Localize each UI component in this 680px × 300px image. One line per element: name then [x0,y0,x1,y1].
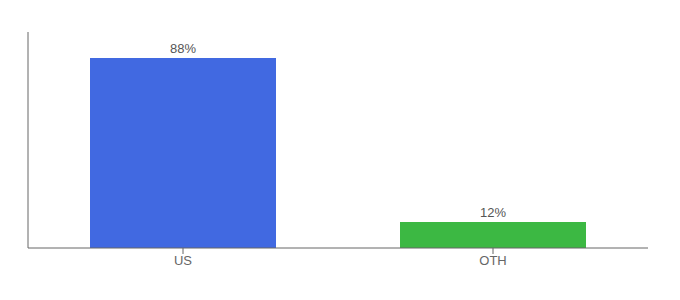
svg-text:OTH: OTH [479,253,506,268]
svg-text:US: US [174,253,192,268]
svg-text:88%: 88% [170,41,196,56]
svg-text:12%: 12% [480,205,506,220]
